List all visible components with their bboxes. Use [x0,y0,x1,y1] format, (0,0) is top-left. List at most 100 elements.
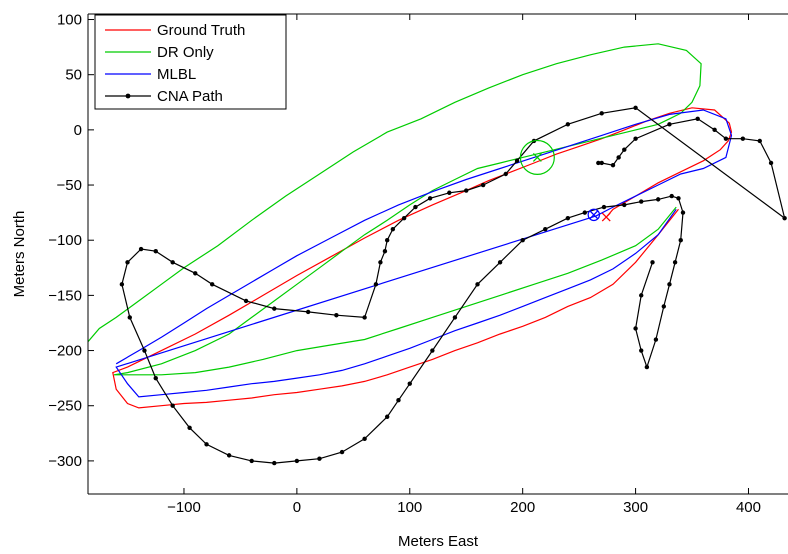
y-tick-label: −200 [48,343,82,360]
series-point-cna-path [599,160,604,166]
series-point-cna-path [740,136,746,141]
series-point-cna-path [390,226,396,232]
series-point-cna-path [633,326,638,331]
legend-box [94,14,287,110]
series-point-cna-path [119,282,125,287]
series-point-cna-path [407,381,412,386]
series-point-cna-path [616,155,621,160]
series-point-cna-path [676,196,681,201]
series-point-cna-path [305,309,311,315]
series-point-cna-path [294,458,300,464]
series-line-mlbl [115,109,733,398]
legend-marker [125,93,131,99]
series-point-cna-path [384,238,390,243]
series-point-cna-path [622,202,627,208]
series-point-cna-path [757,138,762,144]
x-axis-label: Meters East [398,533,479,550]
y-tick-label: −100 [48,232,82,249]
y-tick-label: −250 [48,398,82,415]
series-point-cna-path [334,313,339,318]
legend-item-ground-truth: Ground Truth [105,22,245,39]
series-point-cna-path [249,458,254,464]
series-point-cna-path [503,171,508,177]
series-point-cna-path [138,246,144,252]
series-point-cna-path [653,337,659,342]
y-axis-label: Meters North [11,211,28,298]
series-point-cna-path [565,122,571,127]
series-point-cna-path [680,210,686,215]
series-line-dr-only [88,43,702,376]
x-tick-label: 100 [397,499,422,516]
x-tick-label: 300 [623,499,648,516]
marker-dr-only-final-estimate [519,139,555,175]
legend-item-dr-only: DR Only [105,44,214,61]
series-point-cna-path [396,398,401,403]
series-point-cna-path [430,348,435,353]
series-point-cna-path [204,442,209,447]
series-point-cna-path [193,271,198,276]
series-point-cna-path [362,315,367,320]
series-point-cna-path [669,193,674,199]
x-tick-label: 0 [293,499,301,516]
series-point-cna-path [153,249,158,254]
series-point-cna-path [382,249,388,254]
legend-label: DR Only [157,44,214,61]
x-tick-label: 200 [510,499,535,516]
series-point-cna-path [582,210,587,215]
y-tick-label: 100 [57,12,82,29]
series-point-cna-path [447,190,452,195]
series-point-cna-path [170,260,175,265]
series-point-cna-path [601,204,607,210]
series-point-cna-path [565,215,571,221]
series-point-cna-path [782,215,787,221]
series-line-ground-truth [112,107,733,409]
marker-mlbl-final-estimate [587,208,601,222]
legend-label: Ground Truth [157,22,245,39]
series-point-cna-path [639,199,644,204]
series-point-cna-path [209,282,215,287]
series-point-cna-path [452,315,458,320]
series-point-cna-path [243,298,249,304]
series-point-cna-path [475,282,480,287]
series-point-cna-path [373,282,379,287]
series-point-cna-path [639,348,644,353]
series-point-cna-path [644,364,650,370]
y-tick-label: −50 [57,177,82,194]
series-point-cna-path [384,414,390,419]
series-point-cna-path [226,453,232,458]
plot-area [88,43,787,466]
series-point-cna-path [187,425,192,430]
y-tick-label: −150 [48,287,82,304]
series-point-cna-path [655,197,661,202]
series-point-cna-path [633,105,638,110]
series-line-cna-path [121,107,786,464]
series-point-cna-path [362,436,367,442]
series-point-cna-path [667,282,672,287]
series-point-cna-path [127,315,132,320]
series-point-cna-path [125,260,130,265]
legend: Ground Truth DR Only MLBL CNA Path [94,14,287,110]
series-point-cna-path [661,304,667,309]
series-point-cna-path [667,122,672,127]
series-point-cna-path [413,204,418,210]
series-point-cna-path [142,348,147,353]
series-point-cna-path [599,111,604,116]
series-point-cna-path [596,160,601,166]
y-tick-label: −300 [48,453,82,470]
series-point-cna-path [520,238,525,243]
legend-item-mlbl: MLBL [105,66,196,83]
axes: −100 0 100 200 300 400 100 50 0 −50 −100 −150 −200 −2… [48,12,788,516]
series-point-cna-path [678,238,683,243]
series-point-cna-path [695,116,700,122]
series-point-cna-path [622,147,627,152]
series-point-cna-path [514,158,520,163]
series-point-cna-path [768,160,774,166]
series-point-cna-path [497,260,503,265]
series-point-cna-path [723,136,729,141]
series-point-cna-path [610,162,616,168]
series-point-cna-path [712,127,717,133]
series-point-cna-path [480,182,486,188]
legend-label: CNA Path [157,88,223,105]
series-point-cna-path [317,456,322,461]
legend-item-cna-path: CNA Path [105,88,223,105]
